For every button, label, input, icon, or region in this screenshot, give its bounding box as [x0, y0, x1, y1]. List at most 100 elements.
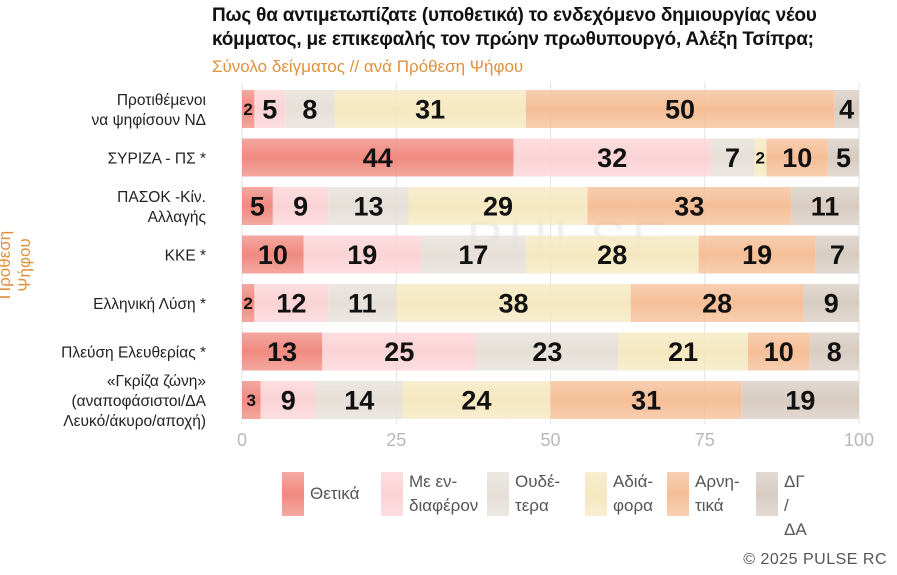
x-tick-label: 100: [844, 430, 874, 450]
bar-segment: [525, 90, 835, 128]
bar-segment: [754, 138, 767, 177]
legend-swatch: [667, 472, 689, 516]
bar-value-label: 9: [293, 192, 308, 222]
category-label: ΣΥΡΙΖΑ - ΠΣ *: [108, 151, 206, 168]
bar-value-label: 38: [498, 289, 528, 319]
x-tick-label: 50: [540, 430, 560, 450]
bar-value-label: 12: [276, 289, 306, 319]
bar-value-label: 33: [674, 192, 704, 222]
legend-swatch: [282, 472, 304, 516]
legend-label: Ουδέ- τερα: [515, 472, 561, 515]
bar-segment: [834, 90, 859, 128]
bar-value-label: 25: [384, 337, 414, 367]
bar-segment: [285, 90, 335, 128]
bar-segment: [803, 284, 859, 322]
bar-value-label: 19: [347, 240, 377, 270]
bar-value-label: 11: [348, 289, 377, 319]
legend-label: ΔΓ / ΔΑ: [784, 472, 807, 539]
bar-segment: [828, 138, 859, 177]
bar-value-label: 21: [668, 337, 698, 367]
bar-value-label: 7: [830, 240, 845, 270]
bar-value-label: 10: [258, 240, 288, 270]
bar-value-label: 29: [483, 192, 513, 222]
category-label: Προτιθέμενοι να ψηφίσουν ΝΔ: [92, 92, 206, 129]
bar-value-label: 50: [665, 95, 695, 125]
legend-swatch: [585, 472, 607, 516]
bar-segment: [260, 381, 317, 419]
bar-value-label: 28: [597, 240, 627, 270]
bar-segment: [815, 235, 859, 274]
bar-segment: [809, 332, 859, 371]
bar-segment: [476, 332, 619, 371]
chart-title: Πως θα αντιμετωπίζατε (υποθετικά) το ενδ…: [212, 5, 817, 50]
bar-segment: [242, 90, 255, 128]
stacked-bar-chart: PULSE0255075100Προτιθέμενοινα ψηφίσουν Ν…: [61, 82, 874, 450]
bar-segment: [408, 187, 588, 225]
bar-value-label: 14: [344, 386, 374, 416]
bar-segment: [766, 138, 829, 177]
category-label: Πλεύση Ελευθερίας *: [61, 345, 206, 362]
bar-value-label: 10: [782, 143, 812, 173]
bar-segment: [741, 381, 859, 419]
bar-segment: [334, 90, 526, 128]
bar-segment: [272, 187, 329, 225]
copyright-footer: © 2025 PULSE RC: [743, 551, 887, 568]
legend-label: Θετικά: [310, 484, 360, 503]
legend-swatch: [487, 472, 509, 516]
legend-swatch: [381, 472, 403, 516]
legend-label: Αδιά- φορα: [613, 472, 654, 515]
bar-value-label: 19: [785, 386, 815, 416]
bar-segment: [242, 284, 255, 322]
bar-value-label: 28: [702, 289, 732, 319]
bar-value-label: 4: [839, 95, 854, 125]
bar-segment: [242, 187, 273, 225]
bar-value-label: 10: [764, 337, 794, 367]
bar-segment: [254, 90, 286, 128]
bar-value-label: 2: [756, 149, 765, 168]
bar-value-label: 9: [281, 386, 296, 416]
bar-segment: [396, 284, 631, 322]
bar-value-label: 24: [461, 386, 491, 416]
bar-value-label: 11: [811, 192, 840, 222]
bar-value-label: 31: [415, 95, 445, 125]
bar-segment: [710, 138, 755, 177]
category-label: «Γκρίζα ζώνη» (αναποφάσιστοι/ΔΑ Λευκό/άκυρ…: [63, 373, 206, 430]
bar-segment: [242, 235, 304, 274]
bar-value-label: 2: [243, 100, 252, 119]
category-label: ΠΑΣΟΚ -Κίν. Αλλαγής: [117, 189, 206, 226]
bar-segment: [550, 381, 742, 419]
bar-value-label: 8: [827, 337, 842, 367]
bar-value-label: 5: [262, 95, 277, 125]
bar-value-label: 23: [532, 337, 562, 367]
bar-segment: [587, 187, 792, 225]
bar-segment: [242, 138, 514, 177]
x-tick-label: 75: [695, 430, 715, 450]
category-label: ΚΚΕ *: [165, 248, 206, 265]
bar-value-label: 5: [836, 143, 851, 173]
bar-segment: [791, 187, 859, 225]
legend-label: Αρνη- τικά: [695, 472, 740, 515]
bar-segment: [618, 332, 748, 371]
bar-value-label: 31: [631, 386, 661, 416]
x-tick-label: 0: [237, 430, 247, 450]
bar-segment: [402, 381, 551, 419]
bar-segment: [420, 235, 526, 274]
bar-value-label: 7: [725, 143, 740, 173]
bar-value-label: 17: [458, 240, 488, 270]
legend-swatch: [756, 472, 778, 516]
bar-value-label: 13: [353, 192, 383, 222]
bar-segment: [316, 381, 403, 419]
bar-value-label: 8: [302, 95, 317, 125]
bar-segment: [328, 187, 409, 225]
bar-segment: [254, 284, 329, 322]
bar-value-label: 44: [363, 143, 393, 173]
bar-segment: [525, 235, 699, 274]
bar-segment: [328, 284, 397, 322]
bar-value-label: 19: [742, 240, 772, 270]
bar-segment: [747, 332, 810, 371]
bar-segment: [698, 235, 816, 274]
legend-label: Με εν- διαφέρον: [409, 472, 479, 515]
bar-value-label: 5: [250, 192, 265, 222]
bar-value-label: 32: [597, 143, 627, 173]
bar-value-label: 13: [267, 337, 297, 367]
